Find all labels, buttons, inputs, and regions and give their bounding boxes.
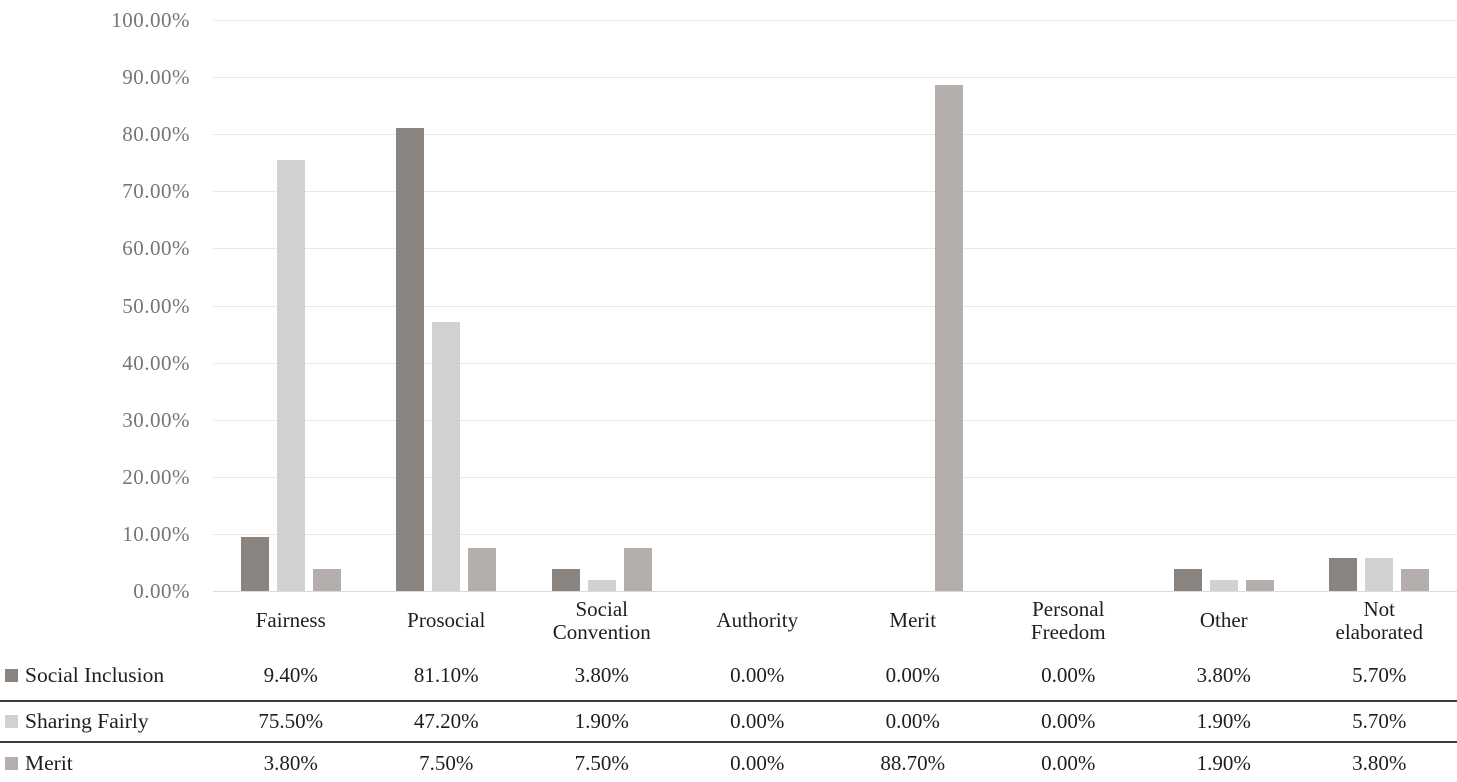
table-row: Merit 3.80% 7.50% 7.50% 0.00% 88.70% 0.00% 1.90… (0, 743, 1457, 782)
bar-social-inclusion (396, 127, 425, 591)
bar-merit (934, 84, 963, 591)
legend-series-label: Merit (25, 751, 73, 775)
y-axis-tick-label: 40.00% (122, 350, 190, 375)
gridline (213, 134, 1457, 136)
gridline (213, 305, 1457, 307)
gridline (213, 362, 1457, 364)
category-label: Prosocial (407, 608, 486, 633)
legend-series-label: Sharing Fairly (25, 709, 149, 733)
table-value-cell: 0.00% (1041, 662, 1096, 687)
table-value-cell: 5.70% (1352, 662, 1407, 687)
table-value-cell: 1.90% (1196, 751, 1251, 775)
y-axis-tick-label: 30.00% (122, 407, 190, 432)
category-label: Personal Freedom (1030, 596, 1106, 644)
table-value-cell: 0.00% (730, 751, 785, 775)
table-row: Social Inclusion 9.40% 81.10% 3.80% 0.00% 0.0… (0, 650, 1457, 702)
gridline (213, 591, 1457, 592)
bar-social-inclusion (1329, 558, 1358, 591)
gridline (213, 77, 1457, 79)
table-value-cell: 7.50% (574, 751, 629, 775)
table-value-cell: 3.80% (263, 751, 318, 775)
y-axis-tick-label: 70.00% (122, 179, 190, 204)
gridline (213, 248, 1457, 250)
y-axis-tick-label: 60.00% (122, 236, 190, 261)
plot-area (213, 20, 1457, 591)
gridline (213, 476, 1457, 478)
gridline (213, 191, 1457, 193)
table-value-cell: 0.00% (1041, 709, 1096, 733)
table-value-cell: 0.00% (1041, 751, 1096, 775)
bar-merit (1245, 580, 1274, 591)
bar-merit (1401, 569, 1430, 591)
category-label-row: Fairness Prosocial Social Convention Author… (0, 591, 1457, 650)
bar-social-inclusion (551, 569, 580, 591)
bar-merit (623, 548, 652, 591)
y-axis-tick-label: 80.00% (122, 122, 190, 147)
table-value-cell: 3.80% (1196, 662, 1251, 687)
table-value-cell: 1.90% (1196, 709, 1251, 733)
bar-sharing-fairly (1209, 580, 1238, 591)
legend-series-label: Social Inclusion (25, 662, 165, 687)
table-value-cell: 75.50% (258, 709, 324, 733)
bar-sharing-fairly (587, 580, 616, 591)
y-axis-tick-label: 20.00% (122, 464, 190, 489)
bar-group-social-convention (524, 20, 680, 591)
table-value-cell: 1.90% (574, 709, 629, 733)
bar-sharing-fairly (1365, 558, 1394, 591)
y-axis-tick-label: 0.00% (133, 579, 190, 603)
bar-group-prosocial (369, 20, 525, 591)
gridline (213, 533, 1457, 535)
legend-swatch-icon (5, 668, 18, 682)
table-value-cell: 9.40% (263, 662, 318, 687)
bar-group-merit (835, 20, 991, 591)
table-value-cell: 3.80% (574, 662, 629, 687)
category-label: Merit (889, 608, 937, 633)
legend-item: Social Inclusion (0, 650, 213, 700)
bar-group-personal-freedom (991, 20, 1147, 591)
bar-sharing-fairly (276, 159, 305, 591)
table-value-cell: 0.00% (885, 709, 940, 733)
bar-merit (312, 569, 341, 591)
legend-swatch-icon (5, 715, 18, 728)
category-label: Social Convention (552, 596, 651, 644)
legend-item: Sharing Fairly (0, 702, 213, 741)
bar-group-not-elaborated (1302, 20, 1457, 591)
gridline (213, 20, 1457, 21)
table-value-cell: 81.10% (413, 662, 479, 687)
bar-sharing-fairly (432, 321, 461, 591)
table-row: Sharing Fairly 75.50% 47.20% 1.90% 0.00% 0.00… (0, 702, 1457, 743)
y-axis-tick-label: 90.00% (122, 65, 190, 90)
table-value-cell: 47.20% (413, 709, 479, 733)
y-axis-tick-label: 10.00% (122, 521, 190, 546)
category-label: Fairness (255, 608, 326, 633)
table-value-cell: 3.80% (1352, 751, 1407, 775)
bar-social-inclusion (240, 537, 269, 591)
category-label: Not elaborated (1335, 596, 1423, 644)
category-label: Authority (716, 608, 799, 633)
bar-social-inclusion (1173, 569, 1202, 591)
gridline (213, 419, 1457, 421)
data-table: Fairness Prosocial Social Convention Author… (0, 591, 1457, 782)
bar-group-authority (680, 20, 836, 591)
y-axis-tick-label: 100.00% (111, 8, 190, 32)
legend-item: Merit (0, 743, 213, 782)
table-value-cell: 88.70% (880, 751, 946, 775)
y-axis-tick-label: 50.00% (122, 293, 190, 318)
category-label: Other (1199, 608, 1248, 633)
bar-group-other (1146, 20, 1302, 591)
table-value-cell: 0.00% (885, 662, 940, 687)
table-value-cell: 0.00% (730, 662, 785, 687)
table-value-cell: 0.00% (730, 709, 785, 733)
legend-swatch-icon (5, 757, 18, 770)
table-value-cell: 7.50% (419, 751, 474, 775)
table-value-cell: 5.70% (1352, 709, 1407, 733)
bar-merit (468, 548, 497, 591)
bar-group-fairness (213, 20, 369, 591)
